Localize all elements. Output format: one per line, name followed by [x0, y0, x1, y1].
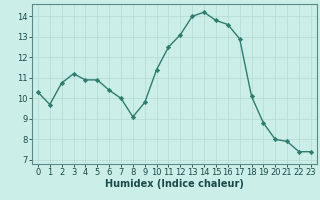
X-axis label: Humidex (Indice chaleur): Humidex (Indice chaleur) — [105, 179, 244, 189]
